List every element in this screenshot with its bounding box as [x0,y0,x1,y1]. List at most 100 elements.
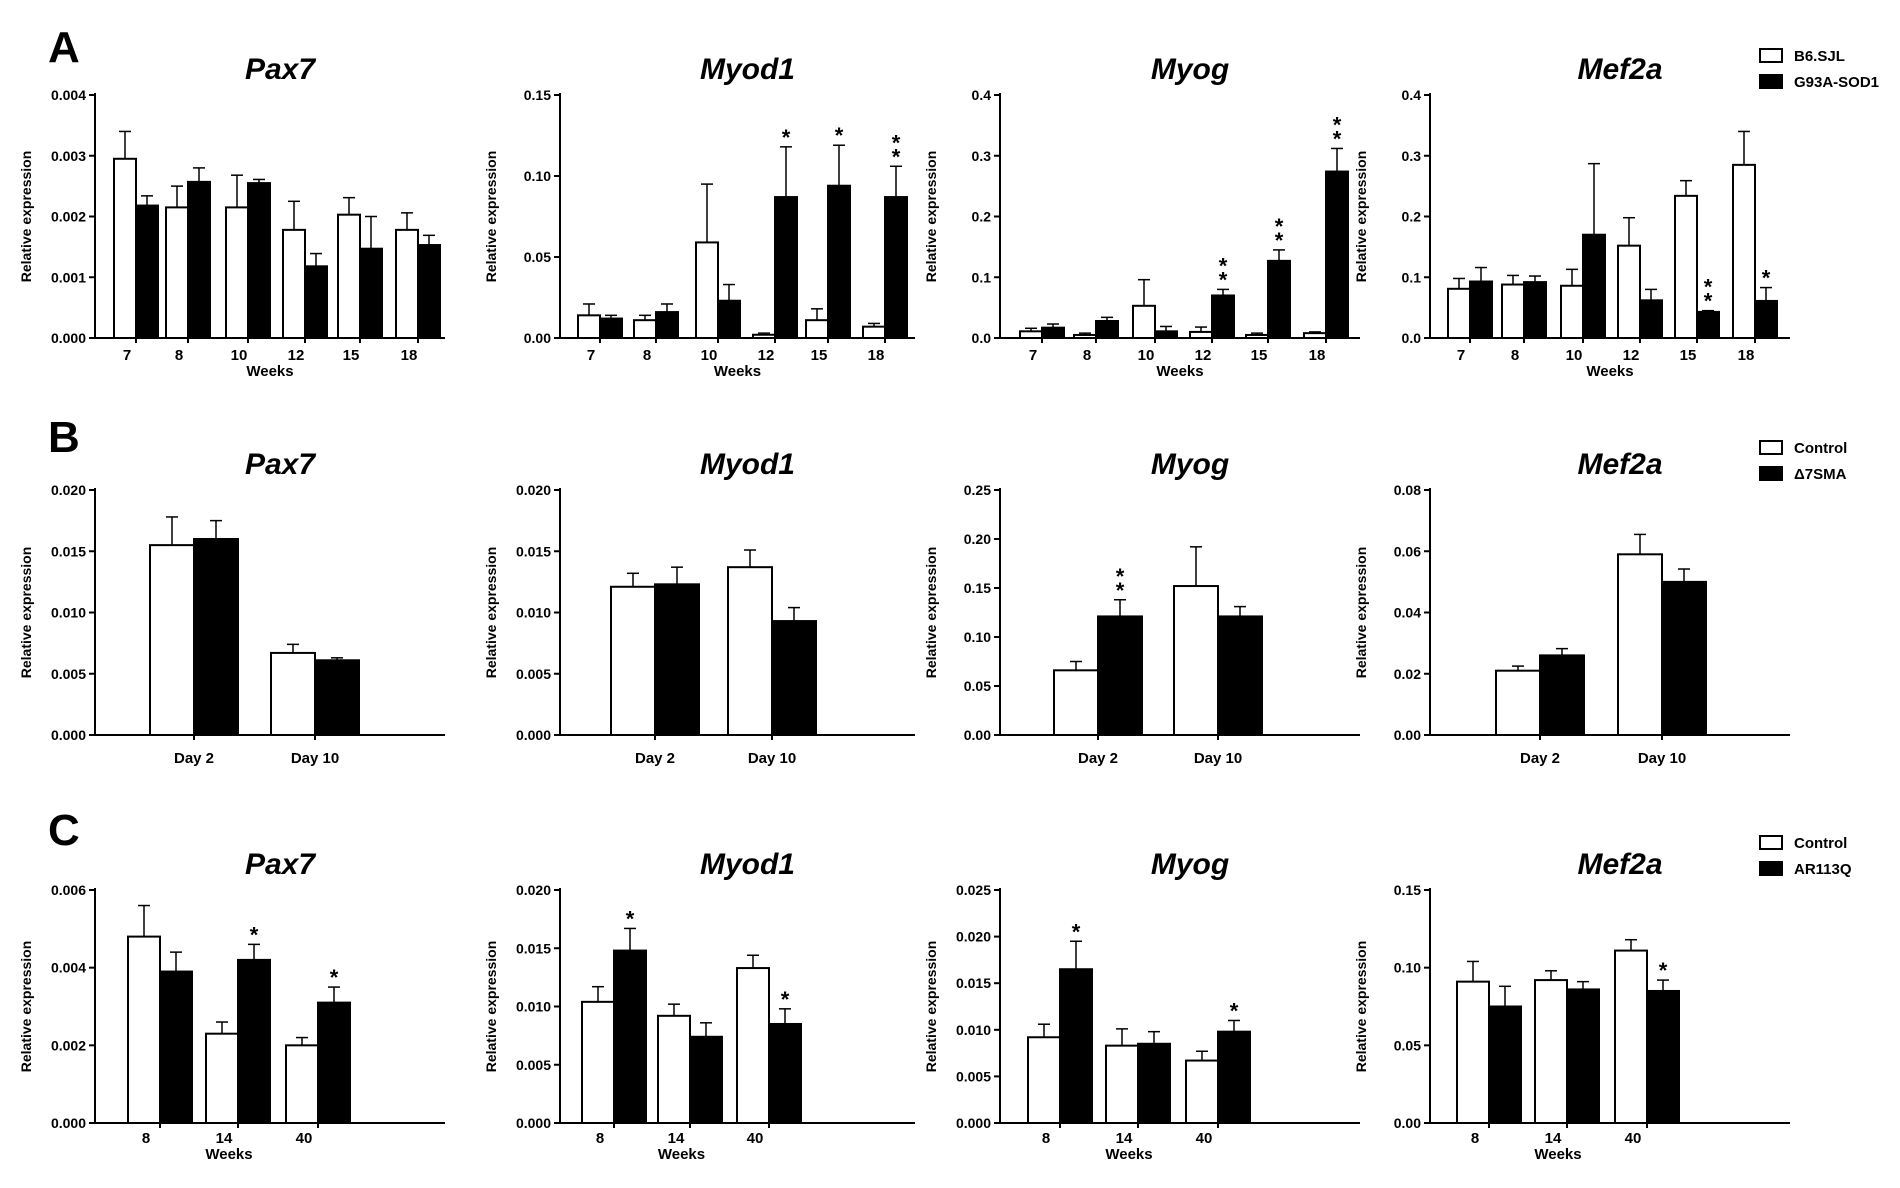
x-tick-label: 12 [1195,347,1212,364]
y-tick-label: 0.020 [516,482,551,498]
legend-swatch-mutant [1759,74,1783,89]
chart-title: Mef2a [1577,448,1662,481]
bar-control [1614,949,1648,1125]
y-tick-label: 0.15 [524,87,551,103]
chart-title: Myod1 [700,848,795,881]
significance-marker: * [250,922,259,947]
chart-c-pax7: Pax7 0.000 0.002 0.004 0.006 Relative express… [18,848,445,1163]
y-tick-label: 0.002 [51,209,86,225]
bar-mutant [1041,326,1065,339]
x-tick-label: 18 [401,347,418,364]
bar-control [149,544,195,736]
bar-control [1495,669,1541,736]
bar-control [395,228,419,340]
y-tick-label: 0.002 [51,1037,86,1053]
bar-control [1456,980,1490,1124]
y-tick-label: 0.015 [956,975,991,991]
significance-marker: * [1659,958,1668,983]
x-tick-label: Day 10 [291,750,339,767]
y-tick-label: 0.05 [1394,1037,1421,1053]
significance-marker: * [1219,253,1228,278]
y-tick-label: 0.000 [51,1115,86,1131]
legend-swatch-control [1759,440,1783,455]
x-tick-label: 40 [1625,1130,1642,1147]
y-tick-label: 0.4 [972,87,992,103]
y-tick-label: 0.020 [956,929,991,945]
y-tick-label: 0.000 [956,1115,991,1131]
y-tick-label: 0.0 [972,330,992,346]
x-tick-label: Day 2 [635,750,675,767]
bar-control [1674,194,1698,339]
x-tick-label: 18 [868,347,885,364]
bar-mutant [1325,170,1349,339]
bar-control [1185,1059,1219,1125]
x-tick-label: 12 [288,347,305,364]
bar-control [225,206,249,339]
chart-title: Myog [1151,848,1229,881]
bar-mutant [768,1022,802,1124]
bar-mutant [247,182,271,339]
y-tick-label: 0.000 [516,727,551,743]
x-axis-label: Weeks [1156,363,1203,380]
bar-mutant [135,204,159,339]
x-tick-label: 8 [1042,1130,1050,1147]
chart-a-pax7: Pax7 0.000 0.001 0.002 0.003 0.004 Relative ex… [18,53,445,380]
bar-mutant [359,247,383,339]
y-tick-label: 0.00 [524,330,551,346]
chart-title: Pax7 [245,448,316,481]
y-tick-label: 0.10 [964,629,991,645]
chart-c-myog: Myog 0.000 0.005 0.010 0.015 0.020 0.025 Relati… [923,848,1360,1163]
y-axis-label: Relative expression [483,151,499,283]
significance-marker: * [1333,126,1342,151]
y-tick-label: 0.003 [51,148,86,164]
y-tick-label: 0.020 [516,882,551,898]
chart-b-mef2a: Mef2a 0.00 0.02 0.04 0.06 0.08 Relative expres… [1353,448,1790,767]
significance-marker: * [1762,266,1771,291]
bar-mutant [1095,319,1119,339]
legend-swatch-control [1759,48,1783,63]
y-tick-label: 0.3 [972,148,992,164]
legend-a: B6.SJL G93A-SOD1 [1759,48,1879,91]
y-tick-label: 0.010 [51,605,86,621]
bar-mutant [1154,330,1178,340]
x-tick-label: 14 [216,1130,233,1147]
chart-a-myod1: Myod1 0.00 0.05 0.10 0.15 Relative expression… [483,53,915,380]
significance-marker: * [892,144,901,169]
bar-mutant [1696,310,1720,340]
bar-mutant [159,970,193,1124]
bar-mutant [1523,281,1547,339]
y-tick-label: 0.006 [51,882,86,898]
y-tick-label: 0.025 [956,882,991,898]
bar-mutant [774,196,798,339]
significance-marker: * [1704,275,1713,300]
bar-mutant [1754,299,1778,340]
bar-mutant [417,244,441,340]
x-tick-label: Day 10 [748,750,796,767]
bar-mutant [317,1001,351,1124]
bar-control [113,157,137,339]
x-axis-label: Weeks [205,1146,252,1163]
legend-label-control: Control [1794,440,1847,457]
bar-mutant [314,659,360,737]
legend-b: Control Δ7SMA [1759,440,1847,483]
x-tick-label: 15 [1251,347,1268,364]
significance-marker: * [781,987,790,1012]
bar-mutant [1646,989,1680,1125]
chart-c-mef2a: Mef2a 0.00 0.05 0.10 0.15 Relative expression… [1353,848,1790,1163]
x-tick-label: 10 [701,347,718,364]
x-tick-label: 8 [596,1130,604,1147]
y-tick-label: 0.4 [1402,87,1422,103]
chart-title: Myog [1151,448,1229,481]
x-tick-label: 10 [231,347,248,364]
bar-mutant [1211,294,1235,340]
significance-marker: * [1116,578,1125,603]
bar-mutant [827,184,851,339]
bar-control [862,325,886,340]
y-tick-label: 0.015 [516,940,551,956]
legend-swatch-mutant [1759,861,1783,876]
y-tick-label: 0.04 [1394,605,1421,621]
x-tick-label: 7 [587,347,595,364]
y-tick-label: 0.05 [964,678,991,694]
x-axis-label: Weeks [1105,1146,1152,1163]
x-tick-label: 40 [1196,1130,1213,1147]
